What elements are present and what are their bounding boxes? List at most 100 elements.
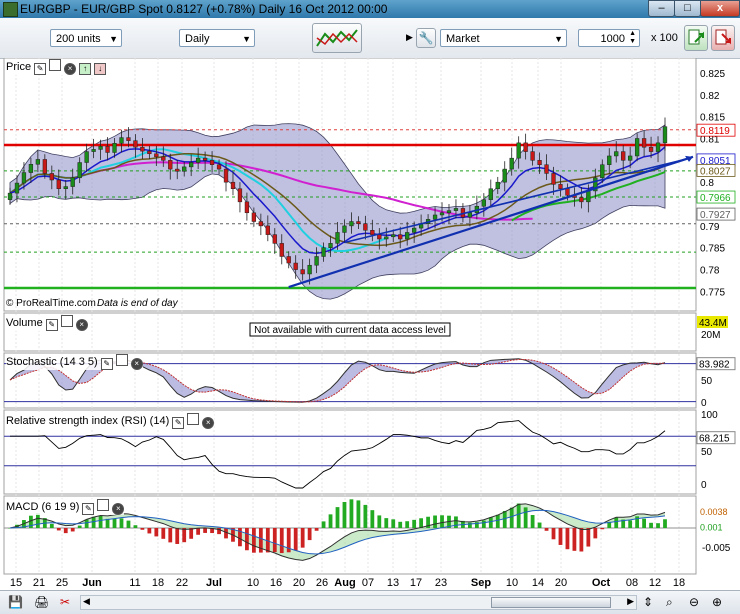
macd-bar-25	[182, 528, 187, 543]
x-tick-14: 13	[387, 577, 399, 589]
macd-bar-50	[356, 500, 361, 528]
wrench-icon[interactable]: ✎	[34, 63, 47, 75]
candle-32	[230, 181, 236, 189]
wrench-icon[interactable]: 🔧	[416, 28, 436, 48]
window-icon[interactable]	[97, 499, 110, 511]
close-button[interactable]: x	[700, 0, 740, 17]
scroll-left-icon[interactable]: ◀	[83, 596, 90, 606]
window-icon[interactable]	[187, 413, 200, 425]
zoom-in-icon[interactable]: ⊕	[712, 595, 723, 609]
wrench-icon[interactable]: ✎	[100, 358, 113, 370]
x-tick-24: 18	[673, 577, 685, 589]
macd-bar-68	[481, 520, 486, 528]
macd-bar-23	[168, 528, 173, 543]
wrench-icon[interactable]: ✎	[45, 319, 58, 331]
sell-button[interactable]	[711, 25, 735, 51]
status-bar: 💾 🖨 ✂ ◀ ▶ ⇕ ⌕ ⊖ ⊕	[0, 590, 740, 614]
candle-72	[509, 157, 514, 170]
macd-bar-64	[454, 516, 458, 528]
chevron-right-icon[interactable]: ▶	[406, 32, 413, 42]
macd-bar-72	[509, 507, 514, 528]
candle-53	[377, 234, 382, 240]
fit-icon[interactable]: ⇕	[643, 595, 654, 609]
title-bar: EURGBP - EUR/GBP Spot 0.8127 (+0.78%) Da…	[0, 0, 740, 18]
macd-fill	[10, 503, 665, 561]
close-icon[interactable]: ×	[64, 63, 77, 75]
candle-63	[446, 210, 452, 214]
macd-bar-89	[628, 520, 633, 528]
candle-11	[84, 151, 89, 163]
rsi-value: 68.215	[699, 434, 730, 445]
minimize-button[interactable]: –	[648, 0, 675, 17]
quantity-field[interactable]: 1000 ▲ ▼	[578, 29, 640, 47]
macd-bar-55	[391, 519, 396, 528]
maximize-button[interactable]: □	[674, 0, 701, 17]
candle-31	[223, 168, 229, 183]
x-tick-18: 10	[506, 577, 518, 589]
macd-bar-36	[258, 528, 263, 553]
candles	[7, 117, 668, 285]
delete-icon[interactable]: ✂	[60, 595, 71, 609]
close-icon[interactable]: ×	[75, 319, 88, 331]
macd-pane-label: MACD (6 19 9) ✎ ×	[6, 499, 125, 515]
print-icon[interactable]: 🖨	[34, 595, 50, 609]
buy-button[interactable]	[684, 25, 708, 51]
macd-bar-41	[293, 528, 298, 551]
period-select[interactable]: Daily ▼	[179, 29, 255, 47]
zoom-fit-icon[interactable]: ⌕	[666, 595, 673, 609]
macd-bar-24	[175, 528, 180, 544]
macd-bar-14	[105, 518, 110, 528]
candle-23	[168, 160, 173, 170]
macd-bar-58	[412, 519, 417, 528]
macd-bar-0	[8, 528, 12, 529]
macd-bar-11	[84, 519, 89, 528]
volume-pane-label: Volume ✎ ×	[6, 315, 88, 331]
candle-10	[77, 162, 82, 179]
x-tick-7: Jul	[206, 577, 222, 589]
wrench-icon[interactable]: ✎	[172, 417, 185, 429]
x-tick-22: 08	[626, 577, 638, 589]
macd-bar-21	[154, 528, 159, 537]
add-down-icon[interactable]: ↓	[94, 63, 107, 75]
x-tick-4: 11	[129, 577, 140, 589]
close-icon[interactable]: ×	[112, 503, 125, 515]
candle-48	[342, 225, 347, 233]
macd-bar-73	[516, 503, 521, 528]
macd-bar-3	[29, 515, 33, 528]
candle-92	[648, 146, 654, 152]
order-type-select[interactable]: Market ▼	[440, 29, 567, 47]
scroll-thumb[interactable]	[491, 597, 611, 608]
x-tick-5: 18	[152, 577, 164, 589]
macd-bar-16	[119, 518, 124, 528]
candle-13	[98, 146, 103, 150]
candle-35	[251, 212, 257, 222]
price-label-text: Price	[6, 61, 32, 73]
close-icon[interactable]: ×	[130, 358, 143, 370]
indicators-button[interactable]	[312, 23, 362, 53]
zoom-out-icon[interactable]: ⊖	[689, 595, 700, 609]
trendline-1	[288, 155, 694, 289]
end-of-day-note: Data is end of day	[97, 298, 179, 309]
units-select[interactable]: 200 units ▼	[50, 29, 122, 47]
candle-94	[662, 126, 668, 144]
stochastic-pane-label: Stochastic (14 3 5) ✎ ×	[6, 354, 143, 370]
candle-52	[370, 230, 375, 235]
spinner-icon[interactable]: ▲ ▼	[629, 30, 636, 45]
add-up-icon[interactable]: ↑	[79, 63, 92, 75]
candle-12	[91, 149, 96, 152]
quantity-value: 1000	[600, 33, 625, 45]
scroll-right-icon[interactable]: ▶	[627, 596, 634, 606]
time-scrollbar[interactable]: ◀ ▶	[80, 595, 637, 610]
window-icon[interactable]	[60, 315, 73, 327]
wrench-icon[interactable]: ✎	[82, 503, 95, 515]
save-icon[interactable]: 💾	[8, 595, 23, 609]
candle-93	[655, 142, 661, 152]
macd-bar-52	[370, 510, 375, 528]
x-tick-19: 14	[532, 577, 544, 589]
window-icon[interactable]	[49, 59, 62, 71]
close-icon[interactable]: ×	[202, 417, 215, 429]
window-icon[interactable]	[115, 354, 128, 366]
candle-61	[432, 214, 438, 220]
macd-bar-34	[245, 528, 249, 551]
units-value: 200 units	[56, 33, 101, 45]
